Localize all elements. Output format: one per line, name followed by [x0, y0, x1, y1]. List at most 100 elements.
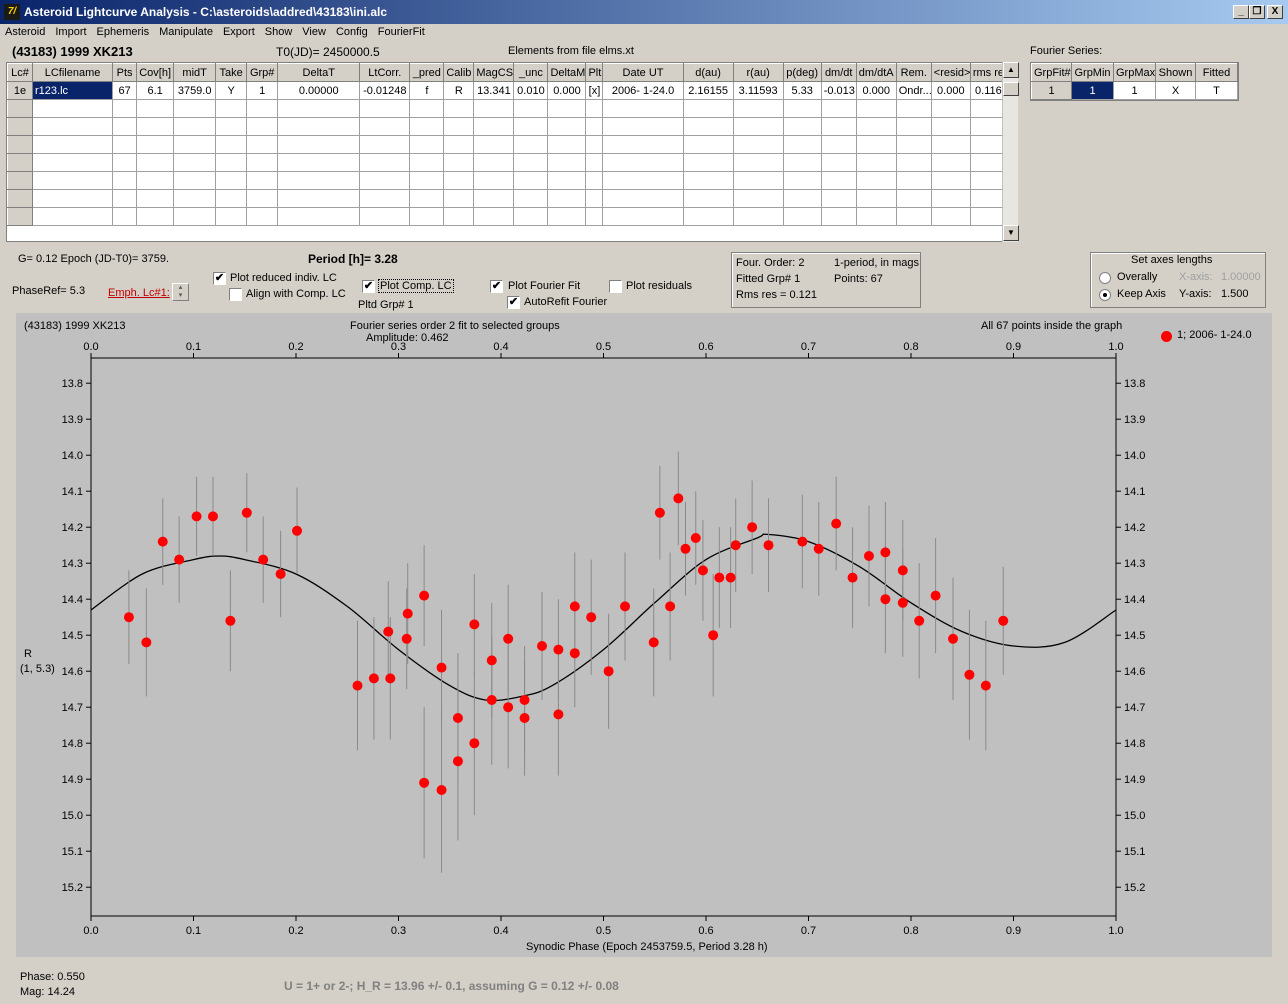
column-header[interactable]: Shown [1155, 63, 1196, 82]
table-cell[interactable] [782, 135, 822, 154]
table-cell[interactable]: 3.11593 [732, 81, 784, 100]
table-cell[interactable] [682, 117, 734, 136]
table-cell[interactable] [855, 171, 897, 190]
table-cell[interactable]: 1 [246, 81, 279, 100]
table-cell[interactable]: Ondr... [895, 81, 932, 100]
column-header[interactable]: LCfilename [32, 63, 114, 82]
table-cell[interactable] [473, 117, 515, 136]
table-cell[interactable] [782, 189, 822, 208]
table-cell[interactable] [277, 153, 361, 172]
lightcurve-plot[interactable]: (43183) 1999 XK213 Fourier series order … [16, 313, 1272, 957]
column-header[interactable]: Calib [443, 63, 475, 82]
table-cell[interactable]: 0.00000 [277, 81, 361, 100]
table-cell[interactable] [7, 117, 34, 136]
table-cell[interactable] [585, 189, 604, 208]
table-cell[interactable] [855, 99, 897, 118]
table-cell[interactable] [602, 99, 684, 118]
table-cell[interactable] [585, 135, 604, 154]
table-cell[interactable] [820, 189, 857, 208]
table-cell[interactable] [782, 153, 822, 172]
menu-fourierfit[interactable]: FourierFit [377, 26, 425, 38]
table-cell[interactable] [473, 189, 515, 208]
table-cell[interactable] [136, 99, 175, 118]
table-cell[interactable] [782, 117, 822, 136]
table-cell[interactable] [473, 153, 515, 172]
plot-residuals-checkbox[interactable] [609, 280, 622, 293]
table-cell[interactable]: 1e [7, 81, 34, 100]
table-cell[interactable] [173, 135, 217, 154]
table-cell[interactable] [173, 189, 217, 208]
table-cell[interactable] [895, 135, 932, 154]
table-cell[interactable] [547, 99, 587, 118]
table-cell[interactable] [173, 99, 217, 118]
table-cell[interactable] [820, 207, 857, 226]
table-cell[interactable] [7, 189, 34, 208]
table-cell[interactable] [277, 99, 361, 118]
autorefit-checkbox[interactable]: ✔ [507, 296, 520, 309]
table-cell[interactable] [359, 135, 411, 154]
table-cell[interactable] [602, 153, 684, 172]
column-header[interactable]: Cov[h] [136, 63, 175, 82]
table-cell[interactable] [513, 135, 549, 154]
table-cell[interactable] [930, 207, 971, 226]
table-cell[interactable] [473, 171, 515, 190]
table-cell[interactable]: f [409, 81, 445, 100]
table-cell[interactable] [409, 171, 445, 190]
menu-export[interactable]: Export [222, 26, 255, 38]
table-cell[interactable] [585, 153, 604, 172]
table-cell[interactable] [173, 171, 217, 190]
table-cell[interactable] [359, 117, 411, 136]
table-cell[interactable] [215, 99, 248, 118]
table-cell[interactable] [782, 171, 822, 190]
table-cell[interactable] [173, 117, 217, 136]
table-cell[interactable]: R [443, 81, 475, 100]
table-cell[interactable] [732, 117, 784, 136]
column-header[interactable]: rms res [969, 63, 1008, 82]
table-cell[interactable] [930, 99, 971, 118]
column-header[interactable]: Take [215, 63, 248, 82]
table-cell[interactable] [930, 153, 971, 172]
table-cell[interactable] [930, 189, 971, 208]
table-cell[interactable] [732, 189, 784, 208]
table-cell[interactable] [895, 99, 932, 118]
table-cell[interactable] [409, 207, 445, 226]
column-header[interactable]: GrpMax [1113, 63, 1156, 82]
table-cell[interactable] [513, 207, 549, 226]
table-cell[interactable] [246, 135, 279, 154]
table-cell[interactable] [513, 99, 549, 118]
column-header[interactable]: Date UT [602, 63, 684, 82]
table-cell[interactable] [246, 153, 279, 172]
column-header[interactable]: <resid> [930, 63, 971, 82]
column-header[interactable]: dm/dtA [855, 63, 897, 82]
table-cell[interactable] [112, 135, 138, 154]
table-cell[interactable] [602, 207, 684, 226]
table-cell[interactable]: r123.lc [32, 81, 114, 100]
table-cell[interactable] [820, 117, 857, 136]
table-cell[interactable] [820, 135, 857, 154]
table-cell[interactable] [782, 99, 822, 118]
table-cell[interactable] [409, 135, 445, 154]
column-header[interactable]: dm/dt [820, 63, 857, 82]
table-cell[interactable] [277, 207, 361, 226]
table-cell[interactable] [277, 117, 361, 136]
table-cell[interactable] [895, 171, 932, 190]
table-cell[interactable]: 0.000 [855, 81, 897, 100]
table-cell[interactable] [112, 207, 138, 226]
column-header[interactable]: d(au) [682, 63, 734, 82]
plot-comp-checkbox[interactable]: ✔ [362, 280, 375, 293]
column-header[interactable]: r(au) [732, 63, 784, 82]
table-cell[interactable] [443, 189, 475, 208]
grid-scrollbar[interactable]: ▲ ▼ [1002, 62, 1019, 242]
table-cell[interactable] [732, 171, 784, 190]
table-cell[interactable] [246, 207, 279, 226]
table-cell[interactable] [32, 153, 114, 172]
table-cell[interactable] [682, 189, 734, 208]
table-cell[interactable] [112, 171, 138, 190]
table-cell[interactable] [855, 207, 897, 226]
minimize-button[interactable]: _ [1233, 5, 1249, 19]
table-cell[interactable] [513, 189, 549, 208]
plot-reduced-checkbox[interactable]: ✔ [213, 272, 226, 285]
table-cell[interactable] [7, 207, 34, 226]
table-cell[interactable] [513, 153, 549, 172]
